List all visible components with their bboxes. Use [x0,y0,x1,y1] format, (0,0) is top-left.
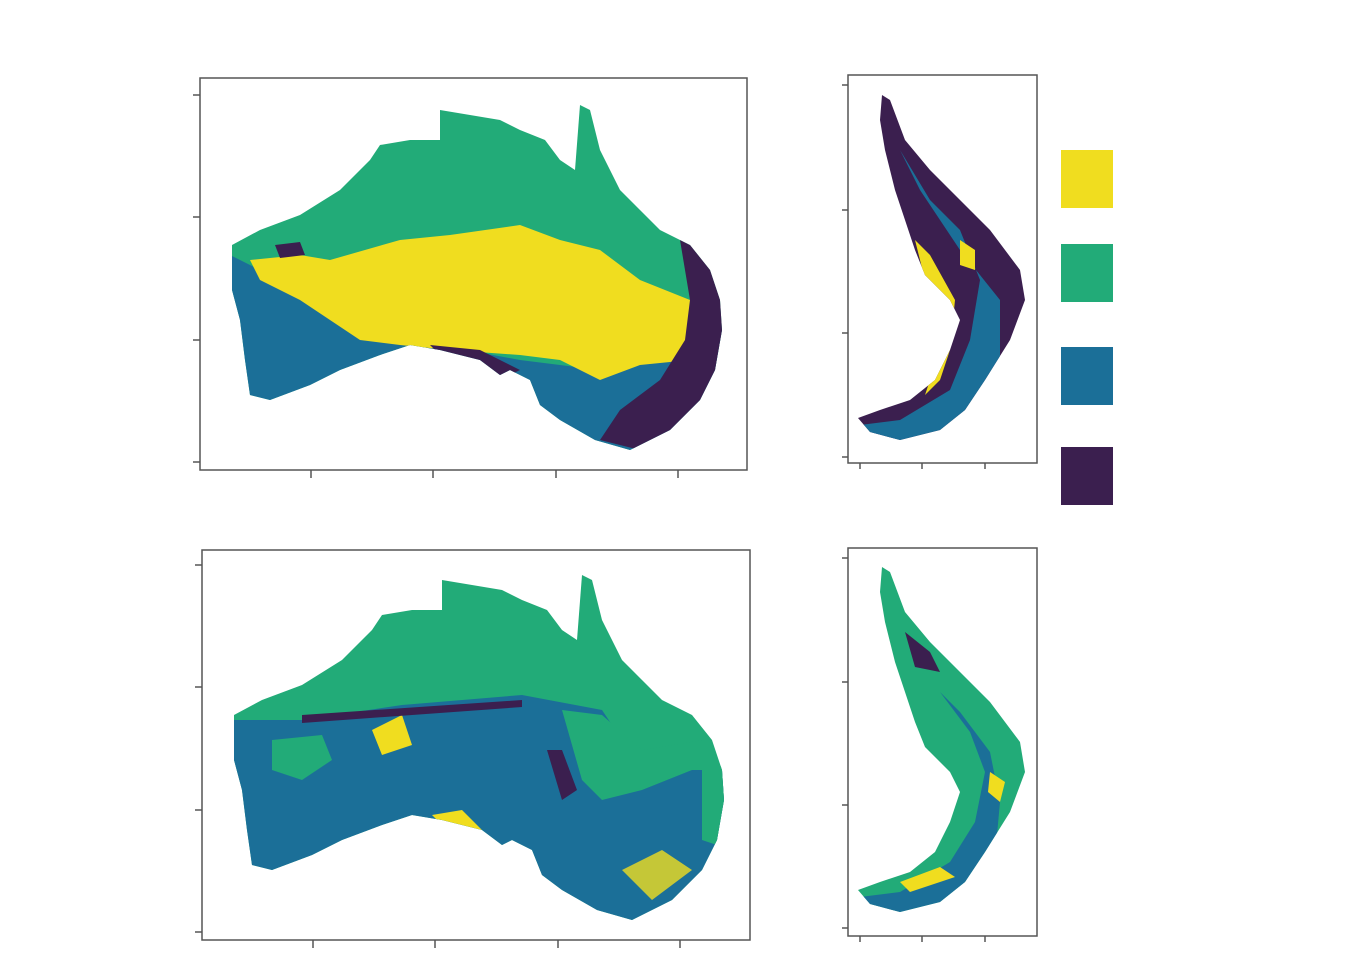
map-panel [193,77,748,478]
frame [847,74,1038,464]
frame [201,549,751,941]
legend-swatch [1061,447,1113,505]
map [858,567,1025,912]
map-panel [195,549,751,948]
map [234,575,724,920]
frame [199,77,748,471]
legend-swatch [1061,347,1113,405]
map-panel [842,74,1038,469]
map-panel [842,547,1038,942]
frame [847,547,1038,937]
map [232,105,722,450]
map [858,95,1025,440]
legend [1061,150,1113,505]
legend-swatch [1061,150,1113,208]
legend-swatch [1061,244,1113,302]
